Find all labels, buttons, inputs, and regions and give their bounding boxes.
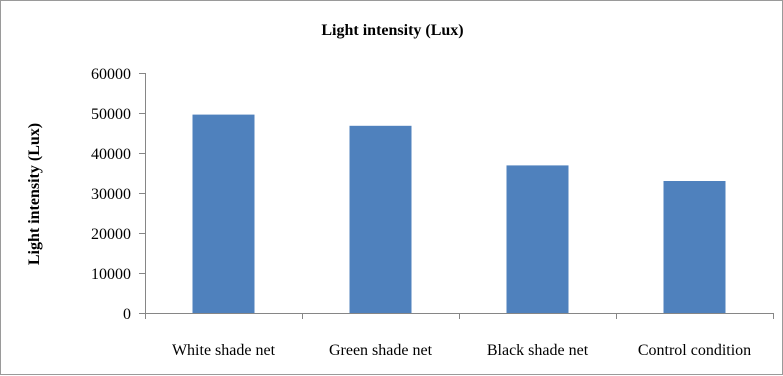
chart-title: Light intensity (Lux): [321, 22, 464, 39]
y-tick-label: 30000: [91, 186, 131, 203]
y-tick-label: 10000: [91, 266, 131, 283]
x-tick-label: Green shade net: [329, 342, 433, 359]
bar: [663, 181, 726, 313]
bar: [192, 114, 255, 313]
y-tick-label: 60000: [91, 66, 131, 83]
y-tick-label: 20000: [91, 226, 131, 243]
bar: [349, 125, 412, 313]
y-tick-label: 40000: [91, 146, 131, 163]
x-tick-label: Black shade net: [487, 342, 589, 359]
y-tick-label: 50000: [91, 106, 131, 123]
x-tick-label: Control condition: [638, 342, 751, 359]
x-tick-label: White shade net: [172, 342, 276, 359]
y-tick-label: 0: [123, 306, 131, 323]
bar: [506, 165, 569, 313]
